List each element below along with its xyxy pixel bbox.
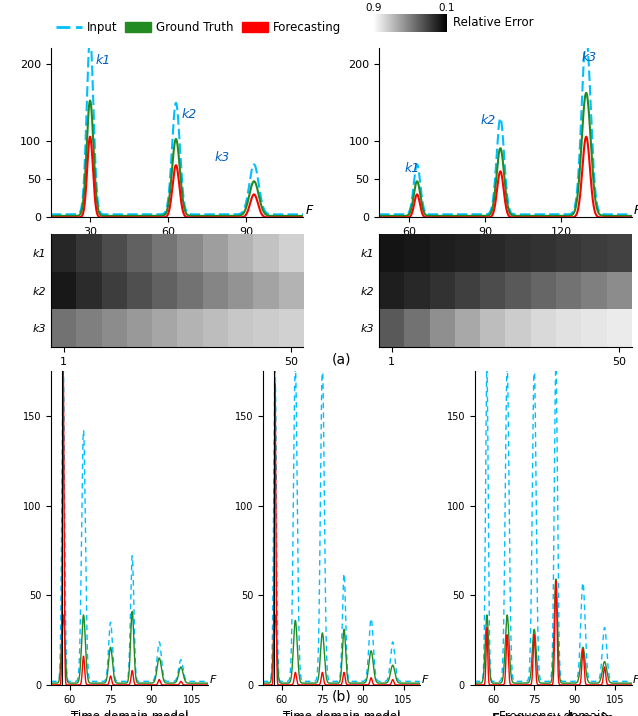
Text: (a): (a) [332, 352, 351, 366]
Text: 0.9: 0.9 [365, 3, 382, 13]
Text: (b): (b) [332, 690, 351, 704]
Text: k1: k1 [95, 54, 110, 67]
Text: 0.1: 0.1 [438, 3, 455, 13]
Text: Frequency domain: Frequency domain [493, 712, 614, 716]
Text: Time domain model: Time domain model [283, 712, 400, 716]
X-axis label: Time domain model
+ Non-normalization: Time domain model + Non-normalization [68, 710, 191, 716]
Text: k3: k3 [581, 51, 597, 64]
Legend: Input, Ground Truth, Forecasting: Input, Ground Truth, Forecasting [51, 16, 346, 39]
Text: k1: k1 [404, 162, 420, 175]
Text: F: F [633, 675, 638, 685]
Text: k2: k2 [181, 108, 197, 121]
Text: F: F [209, 675, 216, 685]
Text: Relative Error: Relative Error [453, 16, 533, 29]
Text: F: F [306, 205, 313, 218]
X-axis label: Time domain model
Normalization: Time domain model Normalization [283, 710, 400, 716]
Text: Time domain model: Time domain model [71, 712, 188, 716]
Text: F: F [421, 675, 427, 685]
X-axis label: #epoch: #epoch [156, 372, 199, 382]
X-axis label: Frequency domain
+ Normalization: Frequency domain + Normalization [499, 710, 607, 716]
Text: k3: k3 [215, 150, 230, 164]
Text: k2: k2 [480, 114, 496, 127]
X-axis label: #epoch: #epoch [484, 372, 527, 382]
Text: F: F [634, 205, 638, 218]
